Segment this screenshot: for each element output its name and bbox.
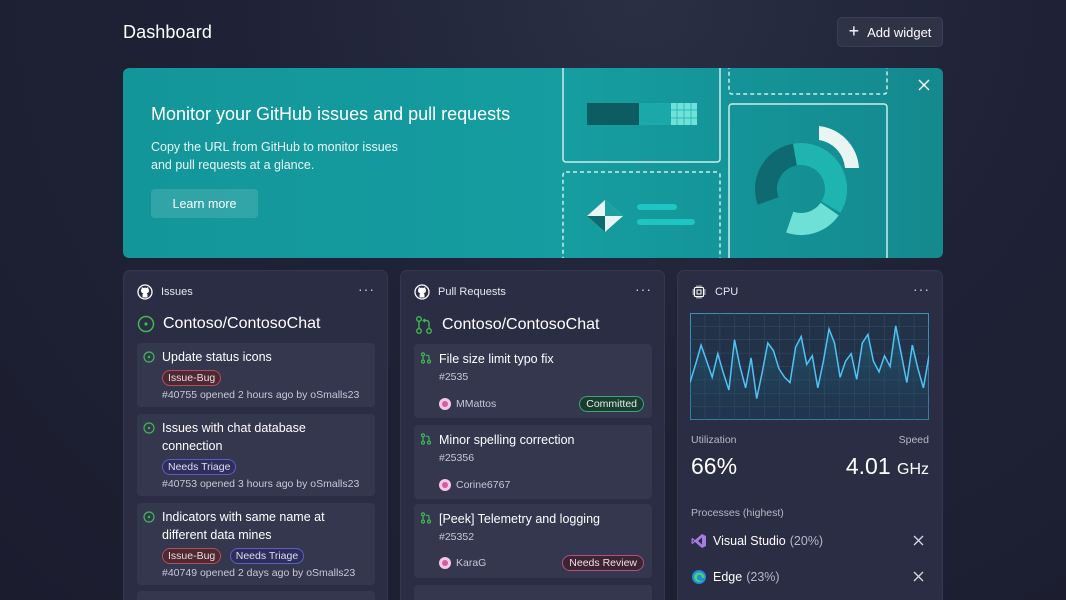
speed-unit: GHz — [897, 461, 929, 478]
close-icon[interactable] — [912, 534, 925, 547]
speed-label: Speed — [898, 434, 929, 446]
speed-readout: 4.01 GHz — [846, 453, 929, 480]
issues-repo-name[interactable]: Contoso/ContosoChat — [163, 315, 321, 332]
pull-request-author: MMattos — [439, 398, 496, 411]
utilization-label: Utilization — [691, 434, 737, 446]
pull-request-author: Corine6767 — [439, 479, 510, 492]
issue-meta: #40749 opened 2 days ago by oSmalls23 — [162, 567, 356, 579]
pull-request-item[interactable]: Minor spelling correction #25356 Corine6… — [414, 425, 652, 499]
more-options-icon[interactable]: ··· — [358, 281, 375, 297]
needs-triage-tag: Needs Triage — [229, 548, 305, 564]
issue-title: Issues with chat database connection — [162, 421, 306, 453]
issue-open-icon — [143, 351, 155, 363]
needs-review-badge: Needs Review — [562, 555, 644, 571]
pull-request-item[interactable]: [Peek] Telemetry and logging #25352 Kara… — [414, 504, 652, 578]
process-name: Visual Studio — [713, 534, 786, 548]
pull-request-icon — [420, 352, 432, 364]
github-promo-banner: Monitor your GitHub issues and pull requ… — [123, 68, 943, 258]
issue-open-icon — [143, 511, 155, 523]
close-icon[interactable] — [912, 570, 925, 583]
cpu-line-series — [690, 325, 929, 399]
issue-title: Indicators with same name at different d… — [162, 510, 325, 542]
pull-request-author: KaraG — [439, 557, 486, 570]
pull-requests-widget: Pull Requests ··· Contoso/ContosoChat Fi… — [400, 270, 665, 600]
edge-icon — [692, 570, 706, 584]
issue-bug-tag: Issue-Bug — [162, 370, 222, 386]
pull-request-number: #2535 — [439, 371, 469, 383]
issue-meta: #40753 opened 3 hours ago by oSmalls23 — [162, 478, 360, 490]
page-title: Dashboard — [123, 22, 212, 42]
pull-request-title: [Peek] Telemetry and logging — [439, 512, 600, 526]
avatar — [439, 557, 451, 570]
cpu-chip-icon — [692, 285, 706, 299]
pull-request-number: #25356 — [439, 452, 475, 464]
process-percent: (23%) — [746, 570, 780, 584]
needs-triage-tag: Needs Triage — [162, 459, 237, 475]
avatar — [439, 479, 451, 492]
close-icon[interactable] — [915, 76, 933, 94]
pull-request-icon — [420, 433, 432, 445]
speed-value: 4.01 — [845, 453, 891, 479]
add-widget-button[interactable]: + Add widget — [837, 17, 943, 47]
banner-title: Monitor your GitHub issues and pull requ… — [151, 104, 511, 124]
more-options-icon[interactable]: ··· — [913, 281, 930, 297]
cpu-widget: CPU ··· Utilization Speed 66% 4.01 GHz P… — [677, 270, 943, 600]
plus-icon: + — [848, 21, 860, 41]
issue-item[interactable]: Indicators with same name at different d… — [137, 503, 375, 585]
issue-open-icon — [137, 315, 155, 333]
issue-title: Update status icons — [162, 350, 272, 364]
pull-request-item[interactable] — [414, 585, 652, 600]
issue-item[interactable]: Issues with chat database connection Nee… — [137, 414, 375, 496]
pull-request-number: #25352 — [439, 531, 475, 543]
process-row: Edge (23%) — [691, 567, 929, 587]
pull-requests-repo-name[interactable]: Contoso/ContosoChat — [442, 316, 600, 333]
committed-badge: Committed — [579, 396, 644, 412]
cpu-utilization-graph — [690, 313, 929, 420]
pull-requests-header-label: Pull Requests — [438, 286, 506, 298]
issue-item[interactable]: Update status icons Issue-Bug #40755 ope… — [137, 343, 375, 407]
visual-studio-icon — [691, 534, 706, 548]
github-icon — [414, 284, 430, 300]
github-icon — [137, 284, 153, 300]
more-options-icon[interactable]: ··· — [635, 281, 652, 297]
cpu-header-label: CPU — [715, 286, 739, 298]
issues-header-label: Issues — [161, 286, 193, 298]
pull-request-title: Minor spelling correction — [439, 433, 575, 447]
banner-illustration — [562, 68, 888, 258]
issue-item[interactable] — [137, 591, 375, 600]
issues-widget: Issues ··· Contoso/ContosoChat Update st… — [123, 270, 388, 600]
avatar — [439, 398, 451, 411]
pull-request-icon — [420, 512, 432, 524]
pull-request-title: File size limit typo fix — [439, 352, 554, 366]
process-row: Visual Studio (20%) — [691, 531, 929, 551]
processes-label: Processes (highest) — [691, 507, 784, 519]
process-name: Edge — [713, 570, 743, 584]
issue-meta: #40755 opened 2 hours ago by oSmalls23 — [162, 389, 360, 401]
issue-bug-tag: Issue-Bug — [162, 548, 222, 564]
issue-open-icon — [143, 422, 155, 434]
pull-request-icon — [416, 316, 432, 334]
add-widget-label: Add widget — [867, 24, 932, 40]
process-percent: (20%) — [789, 534, 824, 548]
utilization-value: 66% — [691, 453, 738, 479]
learn-more-button[interactable]: Learn more — [151, 189, 258, 218]
pull-request-item[interactable]: File size limit typo fix #2535 MMattos C… — [414, 344, 652, 418]
banner-description: Copy the URL from GitHub to monitor issu… — [151, 140, 398, 172]
